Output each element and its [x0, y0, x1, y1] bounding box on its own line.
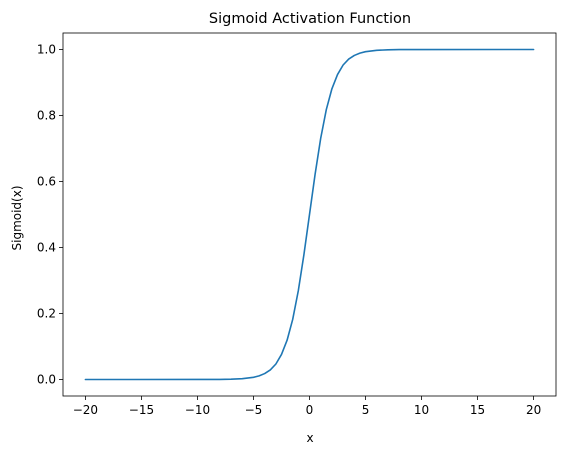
y-tick-label: 0.4 — [37, 241, 56, 255]
y-tick-label: 0.2 — [37, 307, 56, 321]
y-axis-label: Sigmoid(x) — [10, 185, 24, 250]
y-tick-label: 0.8 — [37, 109, 56, 123]
x-tick-label: 0 — [306, 403, 314, 417]
series-layer — [84, 48, 535, 381]
y-tick-label: 0.0 — [37, 373, 56, 387]
chart-title: Sigmoid Activation Function — [209, 11, 411, 27]
sigmoid-series-line — [84, 48, 535, 381]
x-tick-label: 10 — [414, 403, 429, 417]
x-tick-label: 5 — [362, 403, 370, 417]
x-axis-label: x — [306, 431, 313, 445]
x-ticks: −20 −15 −10 −5 0 5 10 15 20 — [73, 396, 541, 417]
y-tick-label: 0.6 — [37, 175, 56, 189]
x-tick-label: 15 — [470, 403, 485, 417]
x-tick-label: −15 — [129, 403, 154, 417]
x-tick-label: −10 — [185, 403, 210, 417]
x-tick-label: −20 — [73, 403, 98, 417]
x-tick-label: 20 — [526, 403, 541, 417]
x-tick-label: −5 — [245, 403, 263, 417]
y-tick-label: 1.0 — [37, 43, 56, 57]
y-ticks: 0.0 0.2 0.4 0.6 0.8 1.0 — [37, 43, 63, 387]
